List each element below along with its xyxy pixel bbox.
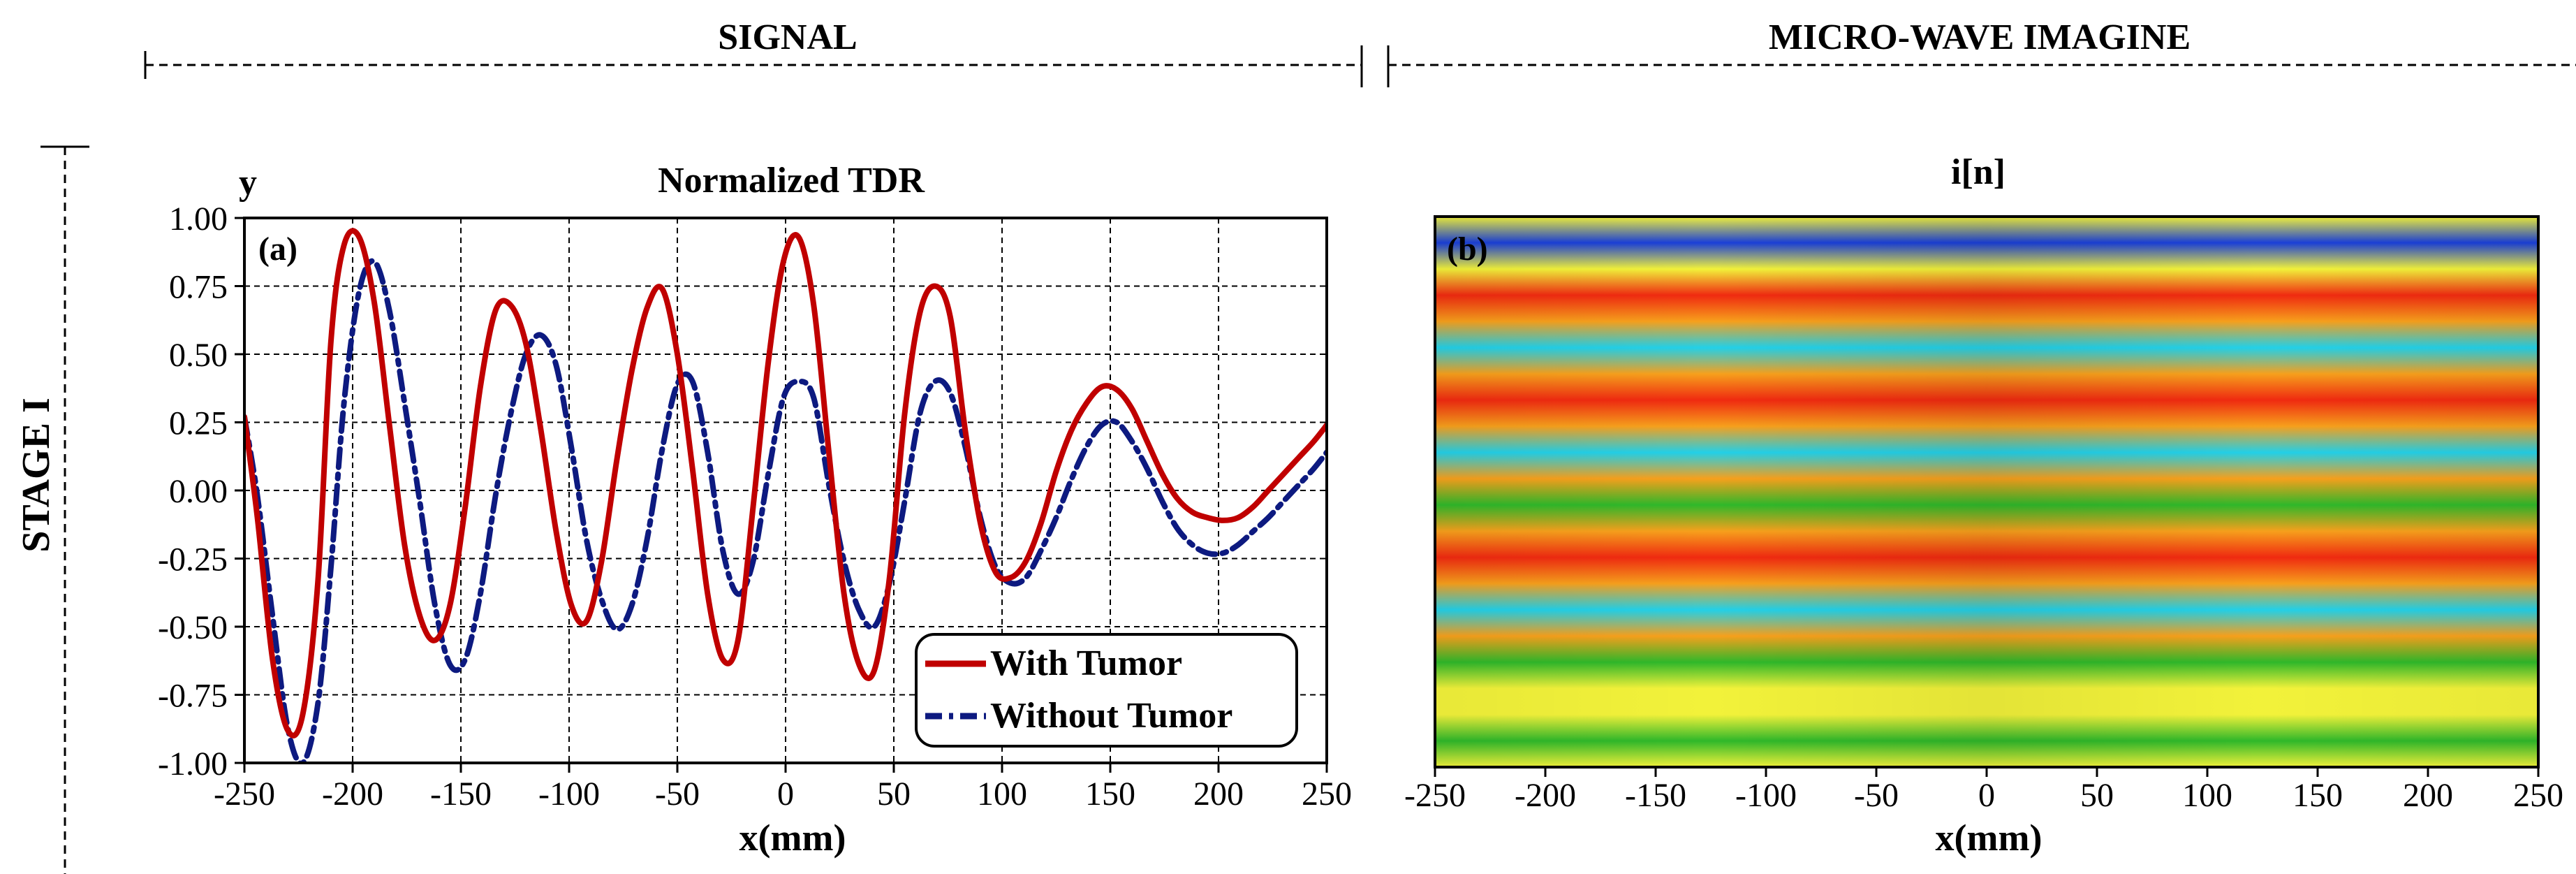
legend-a: With Tumor Without Tumor [915, 633, 1298, 748]
x-tick-label: 150 [2292, 777, 2343, 814]
imaging-header: MICRO-WAVE IMAGINE [1769, 17, 2191, 57]
chart-b-xlabel: x(mm) [1936, 817, 2043, 859]
x-tick-label: 100 [2182, 777, 2232, 814]
y-tick-label: 1.00 [169, 201, 228, 238]
x-tick-label: 50 [2080, 777, 2114, 814]
x-tick-label: 200 [1193, 775, 1244, 813]
x-tick-label: -250 [1404, 777, 1466, 814]
signal-header: SIGNAL [718, 17, 857, 57]
x-ticks-b: -250 -200 -150 -100 -50 0 50 100 150 200 250 [1404, 767, 2563, 814]
y-tick-label: 0.00 [169, 473, 228, 510]
chart-a-ylabel: y [239, 163, 257, 203]
y-tick-label: -1.00 [158, 745, 228, 782]
x-tick-label: 200 [2403, 777, 2453, 814]
x-tick-label: -100 [1735, 777, 1797, 814]
x-tick-label: -250 [214, 775, 275, 813]
series-line-with-tumor [244, 228, 1327, 738]
x-tick-label: 0 [1978, 777, 1995, 814]
x-tick-label: 150 [1085, 775, 1135, 813]
chart-b-title: i[n] [1951, 152, 2005, 192]
x-tick-label: -100 [538, 775, 600, 813]
legend-box [915, 633, 1298, 748]
x-tick-label: -150 [1625, 777, 1686, 814]
x-tick-label: -200 [1515, 777, 1576, 814]
panel-b: i[n] (b) -250 -200 -150 -100 -50 0 50 100 150 200… [1404, 152, 2563, 859]
x-tick-label: 250 [2513, 777, 2563, 814]
series-line-without-tumor [244, 258, 1327, 763]
panel-a: Normalized TDR y 1.00 0.75 0.50 0.25 0.00 -0.… [158, 161, 1352, 859]
x-tick-label: 100 [977, 775, 1027, 813]
heatmap-shading [1435, 217, 2538, 767]
series-group-a [244, 228, 1327, 763]
x-tick-label: -150 [430, 775, 492, 813]
x-tick-label: -50 [1854, 777, 1899, 814]
panel-label-a: (a) [258, 231, 297, 268]
header-divider-lines [144, 45, 2576, 87]
x-tick-label: 0 [777, 775, 794, 813]
legend-label-with-tumor: With Tumor [990, 643, 1182, 683]
y-tick-label: -0.50 [158, 609, 228, 646]
panel-label-b: (b) [1447, 231, 1488, 268]
chart-a-xlabel: x(mm) [739, 817, 846, 859]
y-tick-label: 0.50 [169, 337, 228, 374]
x-ticks-a: -250 -200 -150 -100 -50 0 50 100 150 200 250 [214, 763, 1352, 813]
stage-label: STAGE I [15, 398, 58, 552]
x-tick-label: -50 [655, 775, 700, 813]
chart-a-title: Normalized TDR [658, 161, 925, 201]
legend-label-without-tumor: Without Tumor [990, 696, 1232, 736]
y-tick-label: -0.25 [158, 541, 228, 578]
x-tick-label: 250 [1302, 775, 1352, 813]
x-tick-label: -200 [322, 775, 383, 813]
stage-bracket [41, 145, 89, 874]
y-tick-label: 0.25 [169, 405, 228, 442]
y-tick-label: -0.75 [158, 678, 228, 715]
y-ticks-a: 1.00 0.75 0.50 0.25 0.00 -0.25 -0.50 -0.75 -1.00 [158, 201, 244, 782]
x-tick-label: 50 [877, 775, 911, 813]
y-tick-label: 0.75 [169, 269, 228, 306]
